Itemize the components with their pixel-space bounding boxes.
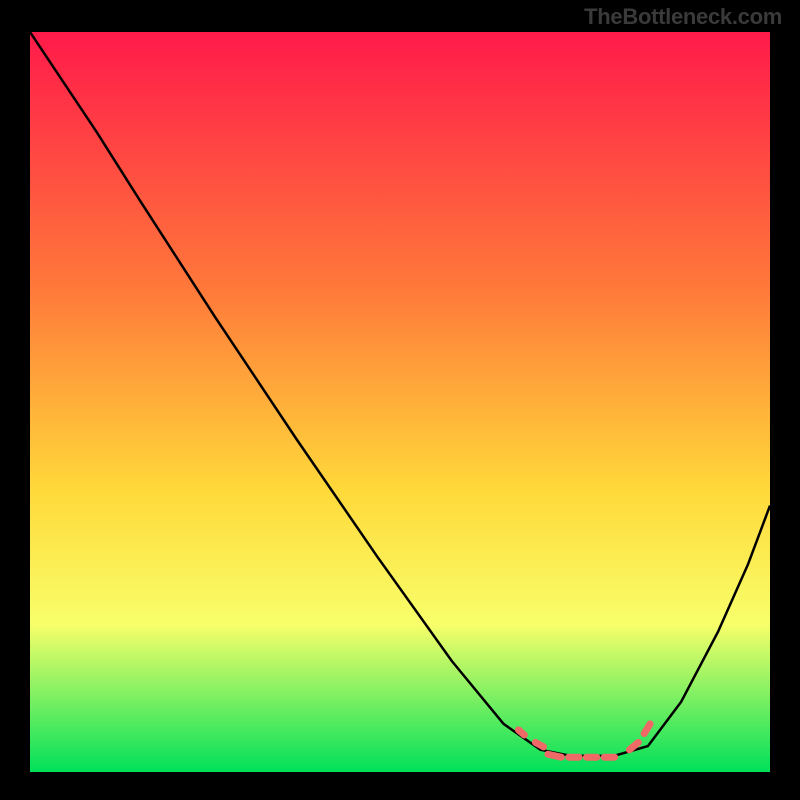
chart-frame: TheBottleneck.com <box>0 0 800 800</box>
plot-area <box>30 32 770 772</box>
attribution-text: TheBottleneck.com <box>584 4 782 30</box>
gradient-background <box>30 32 770 772</box>
